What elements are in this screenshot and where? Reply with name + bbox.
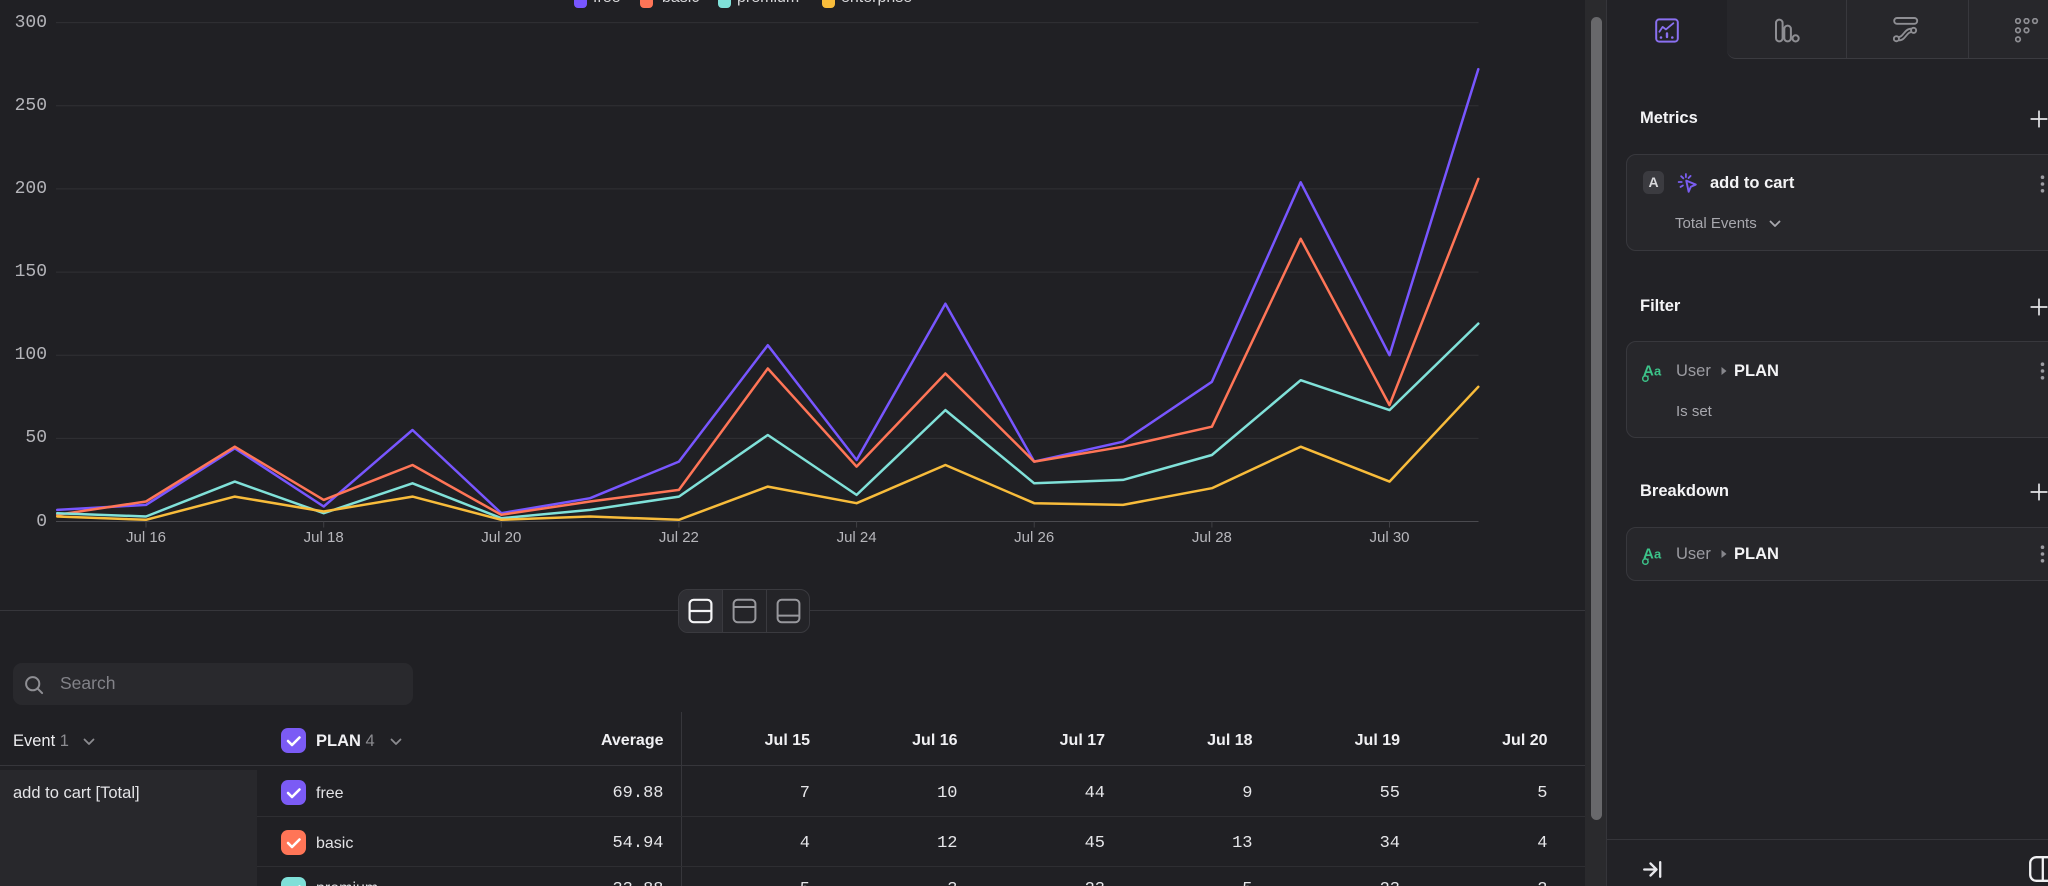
svg-text:A: A	[1643, 546, 1654, 563]
svg-text:a: a	[1654, 364, 1662, 379]
svg-text:A: A	[1643, 363, 1654, 380]
svg-text:a: a	[1654, 547, 1662, 562]
